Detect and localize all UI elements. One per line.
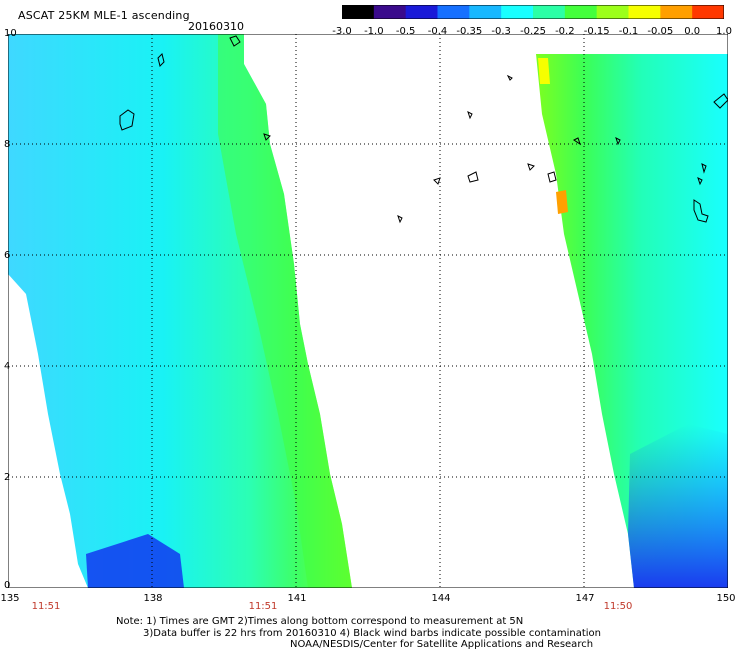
time-label-east: 11:50 <box>603 601 633 612</box>
east-yellow-spot <box>538 58 550 84</box>
colorbar-cell <box>660 5 693 19</box>
colorbar-cell <box>533 5 566 19</box>
colorbar-tick-label: -0.35 <box>456 26 483 37</box>
colorbar-cell <box>405 5 438 19</box>
colorbar-tick-label: -1.0 <box>364 26 384 37</box>
colorbar-tick-label: -0.2 <box>555 26 575 37</box>
lon-label-144: 144 <box>431 593 451 604</box>
lon-label-147: 147 <box>575 593 595 604</box>
colorbar-tick-label: 1.0 <box>716 26 732 37</box>
colorbar-cell <box>501 5 534 19</box>
product-title: ASCAT 25KM MLE-1 ascending <box>18 9 190 22</box>
colorbar-tick-label: -0.5 <box>395 26 416 37</box>
colorbar-cell <box>596 5 629 19</box>
colorbar-tick-label: -0.1 <box>618 26 639 37</box>
colorbar-tick-label: -0.15 <box>583 26 610 37</box>
colorbar-tick-label: -0.3 <box>491 26 511 37</box>
west-blue-patch <box>86 534 184 588</box>
lat-label-10: 10 <box>4 28 17 39</box>
east-orange-spot <box>556 190 568 214</box>
lon-label-135: 135 <box>0 593 20 604</box>
island-outlines <box>119 35 728 224</box>
colorbar-cell <box>564 5 598 19</box>
colorbar-cell <box>373 5 407 19</box>
lat-label-2: 2 <box>4 472 11 483</box>
lat-label-6: 6 <box>4 250 11 261</box>
product-date: 20160310 <box>188 20 244 33</box>
lat-label-4: 4 <box>4 361 11 372</box>
colorbar-cell <box>469 5 502 19</box>
lat-lon-grid <box>8 34 728 588</box>
footnote-line-3: NOAA/NESDIS/Center for Satellite Applica… <box>290 639 594 650</box>
colorbar-tick-label: -3.0 <box>332 26 352 37</box>
colorbar-tick-label: -0.05 <box>647 26 674 37</box>
colorbar-tick-label: -0.25 <box>520 26 546 37</box>
footnote-line-2: 3)Data buffer is 22 hrs from 20160310 4)… <box>143 628 601 639</box>
footnote-line-1: Note: 1) Times are GMT 2)Times along bot… <box>116 616 524 627</box>
time-label-middle: 11:51 <box>248 601 278 612</box>
east-blue-patch <box>628 424 728 588</box>
colorbar-cell <box>628 5 661 19</box>
colorbar-tick-label: -0.4 <box>427 26 448 37</box>
west-green-band <box>218 34 352 588</box>
lon-label-138: 138 <box>143 593 163 604</box>
time-label-west: 11:51 <box>31 601 61 612</box>
colorbar-cell <box>342 5 375 19</box>
colorbar-cell <box>692 5 724 19</box>
color-scale-bar <box>342 5 724 19</box>
lon-label-150: 150 <box>716 593 736 604</box>
lat-label-0: 0 <box>4 580 11 591</box>
scatterometer-map <box>8 34 728 588</box>
lon-label-141: 141 <box>287 593 307 604</box>
colorbar-tick-label: 0.0 <box>684 26 701 37</box>
lat-label-8: 8 <box>4 139 11 150</box>
colorbar-cell <box>437 5 470 19</box>
